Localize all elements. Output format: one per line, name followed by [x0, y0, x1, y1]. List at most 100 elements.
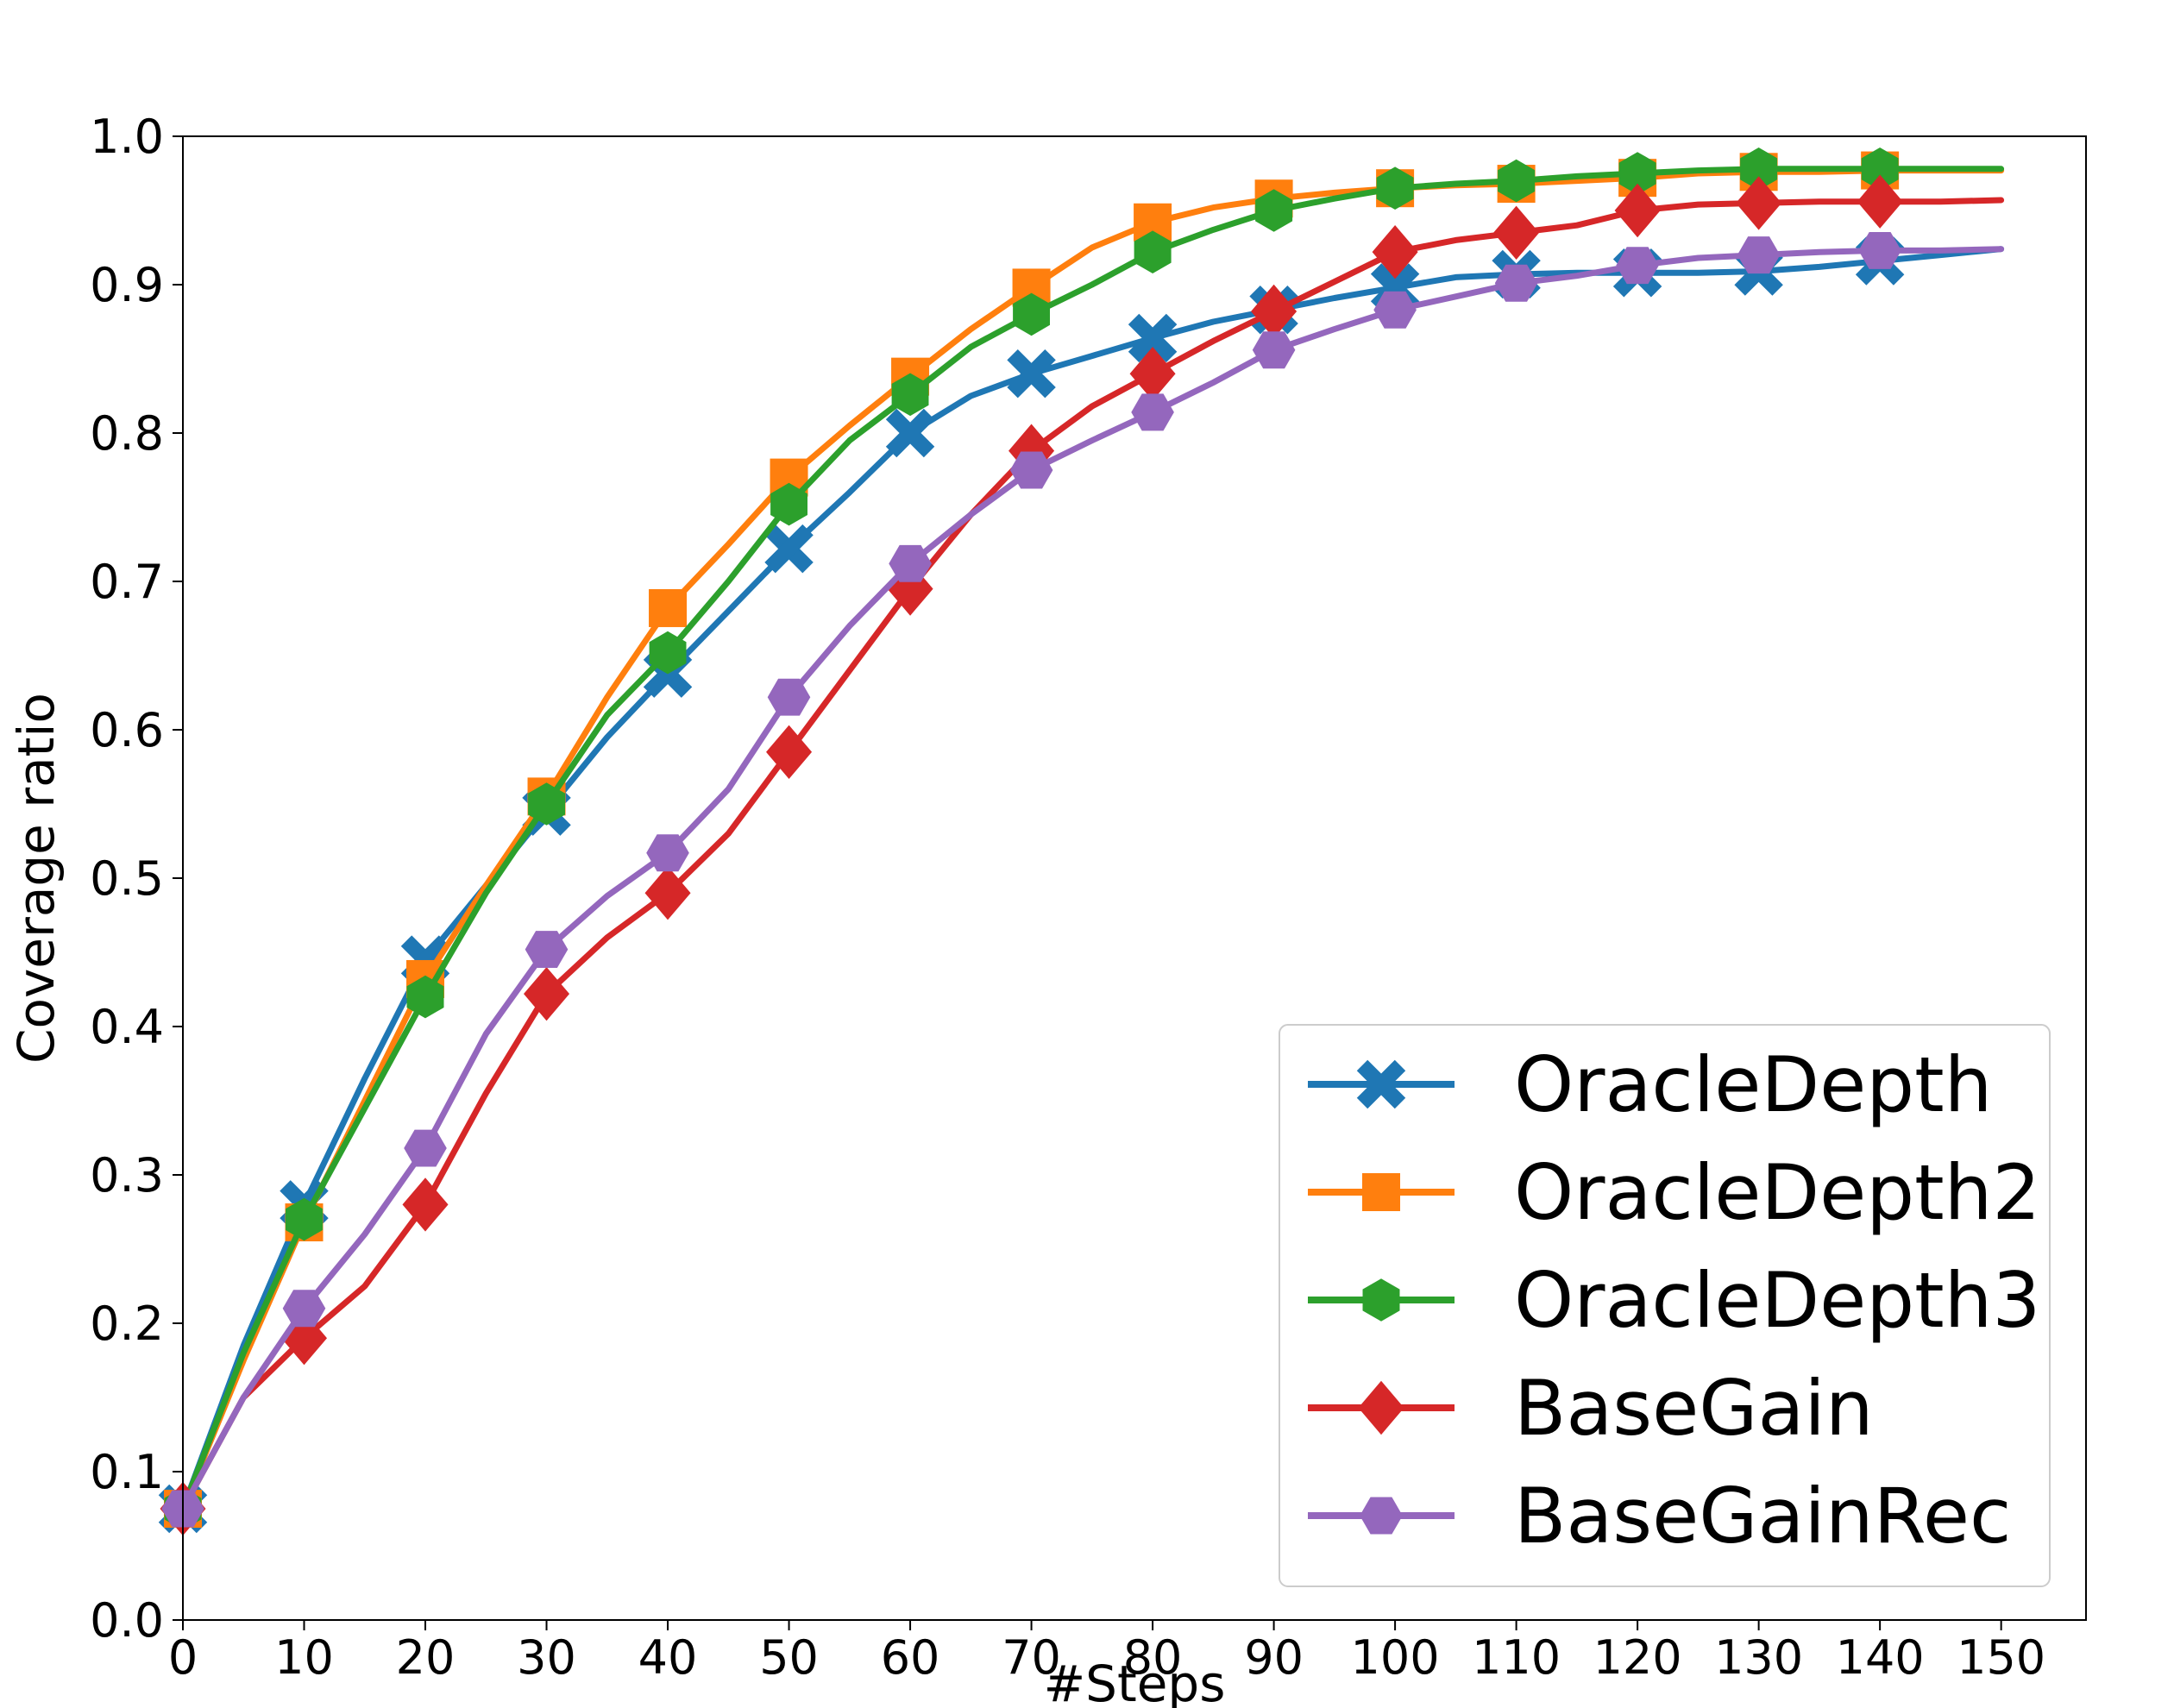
legend-item-OracleDepth3: OracleDepth3	[1308, 1256, 2040, 1345]
legend-item-BaseGainRec: BaseGainRec	[1308, 1472, 2011, 1560]
data-point-hexagon-alt-marker	[889, 544, 932, 582]
data-point-hexagon-marker	[1618, 152, 1656, 195]
data-point-hexagon-alt-marker	[1360, 1497, 1403, 1535]
data-point-hexagon-marker	[1740, 148, 1778, 191]
x-tick-label: 50	[759, 1630, 819, 1685]
data-point-hexagon-alt-marker	[646, 834, 689, 872]
series-OracleDepth3	[164, 148, 2005, 1530]
data-point-hexagon-alt-marker	[525, 931, 569, 968]
y-tick-label: 0.0	[90, 1593, 164, 1648]
data-point-diamond-marker	[524, 966, 570, 1021]
data-point-hexagon-alt-marker	[1858, 232, 1901, 269]
data-point-hexagon-marker	[891, 373, 929, 417]
x-tick-label: 130	[1714, 1630, 1803, 1685]
series-line	[179, 246, 2005, 1512]
series-line	[179, 197, 2005, 1512]
data-point-hexagon-marker	[528, 782, 565, 826]
x-axis-ticks: 0 10 20 30 40 50 60 70 80 90 100 110 120 130 140 150	[168, 1620, 2045, 1685]
legend-label: OracleDepth	[1514, 1040, 1992, 1129]
data-point-diamond-marker	[1358, 1380, 1404, 1435]
x-tick-label: 80	[1123, 1630, 1183, 1685]
y-tick-label: 0.3	[90, 1148, 164, 1203]
y-axis-ticks: 0.0 0.1 0.2 0.3 0.4 0.5 0.6 0.7 0.8 0.9 1.0	[90, 110, 183, 1648]
data-point-diamond-marker	[766, 725, 813, 779]
x-tick-label: 120	[1593, 1630, 1682, 1685]
data-point-x-marker	[1128, 313, 1178, 363]
legend-label: BaseGain	[1514, 1364, 1874, 1453]
legend-item-BaseGain: BaseGain	[1308, 1364, 1874, 1453]
legend-label: OracleDepth2	[1514, 1148, 2040, 1237]
data-point-x-marker	[885, 408, 935, 458]
data-point-x-marker	[1356, 1059, 1406, 1109]
data-point-hexagon-marker	[1013, 292, 1050, 336]
data-point-hexagon-marker	[1362, 1278, 1400, 1322]
x-tick-label: 150	[1957, 1630, 2045, 1685]
legend-label: OracleDepth3	[1514, 1256, 2040, 1345]
data-point-diamond-marker	[402, 1177, 449, 1232]
data-point-hexagon-alt-marker	[1737, 236, 1781, 274]
data-point-hexagon-alt-marker	[1494, 264, 1538, 302]
x-axis-label: #Steps	[1044, 1655, 1226, 1708]
data-point-hexagon-marker	[1376, 166, 1414, 210]
data-point-diamond-marker	[1372, 224, 1418, 279]
y-tick-label: 0.4	[90, 1000, 164, 1054]
data-point-diamond-marker	[1251, 284, 1297, 339]
x-tick-label: 30	[517, 1630, 576, 1685]
data-point-hexagon-alt-marker	[1131, 393, 1174, 431]
x-tick-label: 70	[1002, 1630, 1061, 1685]
x-tick-label: 110	[1472, 1630, 1561, 1685]
legend-box	[1279, 1024, 2051, 1587]
y-tick-label: 0.9	[90, 258, 164, 312]
x-tick-label: 140	[1836, 1630, 1925, 1685]
x-tick-label: 20	[396, 1630, 456, 1685]
data-point-diamond-marker	[1129, 347, 1176, 401]
x-tick-label: 60	[881, 1630, 940, 1685]
data-point-x-marker	[1007, 349, 1056, 399]
y-axis-label: Coverage ratio	[7, 693, 66, 1064]
x-tick-label: 100	[1351, 1630, 1440, 1685]
x-tick-label: 0	[168, 1630, 198, 1685]
series-line	[179, 166, 2005, 1512]
data-point-hexagon-marker	[1861, 148, 1899, 191]
data-point-diamond-marker	[1614, 183, 1661, 238]
data-point-hexagon-alt-marker	[1616, 247, 1659, 285]
data-point-hexagon-marker	[1255, 189, 1293, 232]
data-point-square-marker	[649, 588, 688, 627]
legend-label: BaseGainRec	[1514, 1472, 2011, 1560]
data-point-x-marker	[764, 524, 814, 574]
data-point-hexagon-marker	[1134, 230, 1172, 273]
data-point-hexagon-alt-marker	[1373, 291, 1417, 329]
data-point-hexagon-marker	[649, 631, 687, 675]
data-point-hexagon-marker	[286, 1197, 323, 1241]
data-point-hexagon-alt-marker	[767, 678, 811, 716]
data-point-hexagon-alt-marker	[404, 1129, 447, 1167]
y-tick-label: 0.7	[90, 555, 164, 609]
y-tick-label: 0.5	[90, 851, 164, 906]
data-point-diamond-marker	[1736, 176, 1782, 230]
legend-item-OracleDepth: OracleDepth	[1308, 1040, 1992, 1129]
data-point-hexagon-alt-marker	[1252, 331, 1296, 369]
plot-area	[158, 148, 2005, 1536]
series-BaseGain	[160, 174, 2005, 1536]
y-tick-label: 0.6	[90, 703, 164, 757]
x-tick-label: 10	[274, 1630, 334, 1685]
x-tick-label: 40	[638, 1630, 698, 1685]
y-tick-label: 1.0	[90, 110, 164, 164]
data-point-diamond-marker	[1857, 174, 1903, 229]
y-tick-label: 0.2	[90, 1297, 164, 1351]
data-point-hexagon-alt-marker	[282, 1290, 326, 1328]
data-point-hexagon-marker	[1498, 159, 1536, 203]
data-point-hexagon-alt-marker	[1009, 451, 1053, 489]
data-point-diamond-marker	[1493, 205, 1540, 260]
data-point-hexagon-marker	[770, 482, 807, 526]
series-BaseGainRec	[161, 232, 2005, 1528]
legend: OracleDepth OracleDepth2 OracleDepth3 BaseG…	[1279, 1024, 2051, 1587]
data-point-hexagon-marker	[406, 975, 444, 1019]
data-point-diamond-marker	[644, 866, 691, 920]
y-tick-label: 0.1	[90, 1445, 164, 1499]
data-point-square-marker	[1362, 1173, 1400, 1211]
x-tick-label: 90	[1244, 1630, 1304, 1685]
y-tick-label: 0.8	[90, 406, 164, 461]
legend-item-OracleDepth2: OracleDepth2	[1308, 1148, 2040, 1237]
